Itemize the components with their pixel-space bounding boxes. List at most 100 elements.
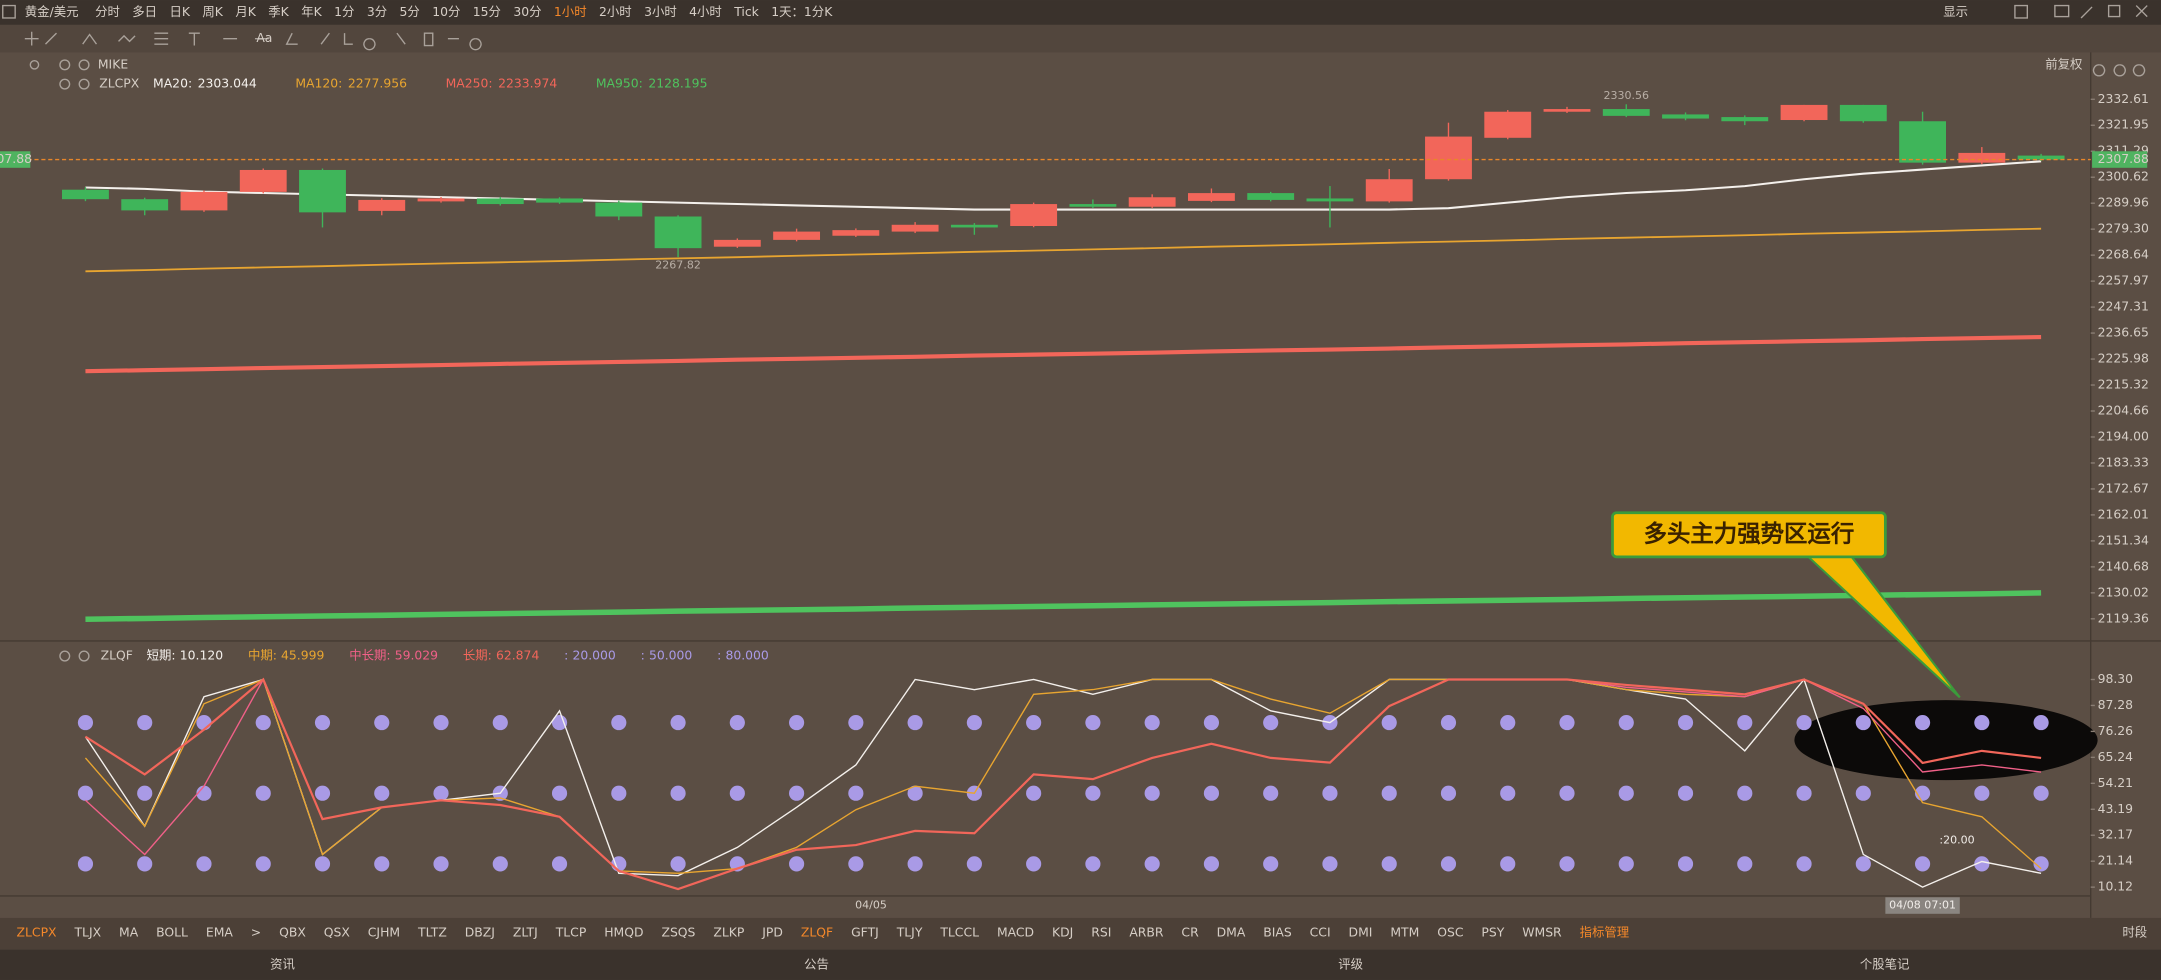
indicator-tab[interactable]: 指标管理 xyxy=(1580,925,1630,940)
camera-icon[interactable] xyxy=(2054,4,2070,18)
period-tab[interactable]: Tick xyxy=(733,4,759,19)
indicator-tab[interactable]: TLCCL xyxy=(939,925,979,940)
indicator-tab[interactable]: TLCP xyxy=(555,925,587,940)
text-tool[interactable]: Aa xyxy=(256,30,272,45)
y-tick-label: 43.19 xyxy=(2098,801,2134,816)
level-dot xyxy=(729,715,745,731)
indicator-tab[interactable]: ARBR xyxy=(1129,925,1164,940)
settings-icon[interactable] xyxy=(59,650,71,662)
indicator-tab[interactable]: OSC xyxy=(1437,925,1463,940)
legend-name: : xyxy=(564,648,568,663)
toggle-icon[interactable] xyxy=(29,60,40,70)
overlay-name[interactable]: MIKE xyxy=(98,56,128,71)
legend-value: 80.000 xyxy=(725,648,768,663)
candle-body xyxy=(832,230,880,236)
indicator-tab[interactable]: TLJX xyxy=(73,925,101,940)
level-dot xyxy=(1559,785,1575,801)
legend-value: 2128.195 xyxy=(648,76,707,91)
close-icon[interactable] xyxy=(78,78,90,90)
period-tab[interactable]: 2小时 xyxy=(599,4,632,19)
session-tab[interactable]: 时段 xyxy=(2122,925,2147,940)
period-tab[interactable]: 3小时 xyxy=(644,4,677,19)
settings-icon[interactable] xyxy=(59,78,71,90)
period-tab[interactable]: 年K xyxy=(301,4,322,19)
indicator-tab[interactable]: MTM xyxy=(1390,925,1419,940)
indicator-tab[interactable]: ZLTJ xyxy=(513,925,538,940)
adjust-mode[interactable]: 前复权 xyxy=(2045,56,2082,71)
period-tab[interactable]: 10分 xyxy=(432,4,460,19)
indicator-tab[interactable]: MA xyxy=(119,925,139,940)
indicator-tab[interactable]: BIAS xyxy=(1263,925,1292,940)
close-icon[interactable] xyxy=(78,650,90,662)
indicator-tab[interactable]: PSY xyxy=(1481,925,1504,940)
window-icons[interactable] xyxy=(2080,4,2148,77)
nav-tab[interactable]: 个股笔记 xyxy=(1860,956,1910,971)
level-dot xyxy=(1322,785,1338,801)
indicator-tab[interactable]: TLJY xyxy=(896,925,923,940)
level-dot xyxy=(1322,856,1338,872)
level-dot xyxy=(907,785,923,801)
indicator-tab[interactable]: DBZJ xyxy=(465,925,495,940)
close-icon[interactable] xyxy=(78,59,90,71)
nav-tab[interactable]: 资讯 xyxy=(270,956,295,971)
period-tab[interactable]: 1小时 xyxy=(554,4,587,19)
tool-icons[interactable] xyxy=(44,32,482,51)
move-tool[interactable] xyxy=(24,31,39,46)
indicator-tab[interactable]: DMI xyxy=(1349,925,1373,940)
nav-tab[interactable]: 评级 xyxy=(1338,956,1363,971)
candle-body xyxy=(773,231,821,240)
level-dot xyxy=(196,715,212,731)
indicator-tab[interactable]: > xyxy=(251,925,261,940)
indicator-tab[interactable]: CR xyxy=(1181,925,1199,940)
period-tab[interactable]: 1天：1分K xyxy=(771,4,833,19)
period-tab[interactable]: 5分 xyxy=(400,4,420,19)
period-tab[interactable]: 日K xyxy=(169,4,190,19)
settings-icon[interactable] xyxy=(59,59,71,71)
indicator-tab[interactable]: ZSQS xyxy=(661,925,695,940)
indicator-tab[interactable]: HMQD xyxy=(604,925,643,940)
indicator-tab[interactable]: RSI xyxy=(1091,925,1111,940)
period-tab[interactable]: 月K xyxy=(235,4,256,19)
y-tick-label: 2130.02 xyxy=(2098,584,2149,599)
indicator-tab[interactable]: ZLCPX xyxy=(17,925,58,940)
indicator-tab[interactable]: KDJ xyxy=(1052,925,1073,940)
level-dot xyxy=(492,715,508,731)
legend-name: 中期: xyxy=(248,648,277,663)
period-tab[interactable]: 1分 xyxy=(334,4,354,19)
indicator-tab[interactable]: GFTJ xyxy=(851,925,879,940)
high-label: 2330.56 xyxy=(1603,89,1649,102)
indicator-tab[interactable]: QSX xyxy=(324,925,351,940)
indicator-tab[interactable]: MACD xyxy=(997,925,1034,940)
display-menu[interactable]: 显示 xyxy=(1943,4,1968,19)
indicator-tab[interactable]: TLTZ xyxy=(417,925,447,940)
indicator-tab[interactable]: WMSR xyxy=(1522,925,1562,940)
candle-body xyxy=(1484,111,1532,138)
indicator-tab[interactable]: EMA xyxy=(206,925,234,940)
indicator-tab[interactable]: ZLKP xyxy=(713,925,745,940)
level-dot xyxy=(1855,785,1871,801)
period-tab[interactable]: 周K xyxy=(202,4,223,19)
indicator-tab[interactable]: DMA xyxy=(1217,925,1246,940)
candle-body xyxy=(239,169,287,192)
period-tab[interactable]: 分时 xyxy=(95,4,120,19)
indicator-tab[interactable]: ZLQF xyxy=(801,925,833,940)
level-dot xyxy=(551,715,568,731)
top-toolbar xyxy=(0,0,2161,25)
symbol[interactable]: 黄金/美元 xyxy=(25,4,79,19)
period-tab[interactable]: 30分 xyxy=(513,4,541,19)
period-tab[interactable]: 多日 xyxy=(132,4,157,19)
period-tab[interactable]: 3分 xyxy=(367,4,387,19)
period-tab[interactable]: 季K xyxy=(268,4,289,19)
period-tab[interactable]: 4小时 xyxy=(689,4,722,19)
indicator-tab[interactable]: QBX xyxy=(279,925,306,940)
indicator-tab[interactable]: CCI xyxy=(1310,925,1331,940)
indicator-tab[interactable]: CJHM xyxy=(368,925,400,940)
candle-body xyxy=(180,191,228,211)
nav-tab[interactable]: 公告 xyxy=(804,956,829,971)
indicator-tab[interactable]: JPD xyxy=(761,925,783,940)
period-tab[interactable]: 15分 xyxy=(473,4,501,19)
indicator-tab[interactable]: BOLL xyxy=(156,925,188,940)
layout-icon[interactable] xyxy=(2014,4,2029,19)
menu-icon[interactable] xyxy=(2,4,16,19)
